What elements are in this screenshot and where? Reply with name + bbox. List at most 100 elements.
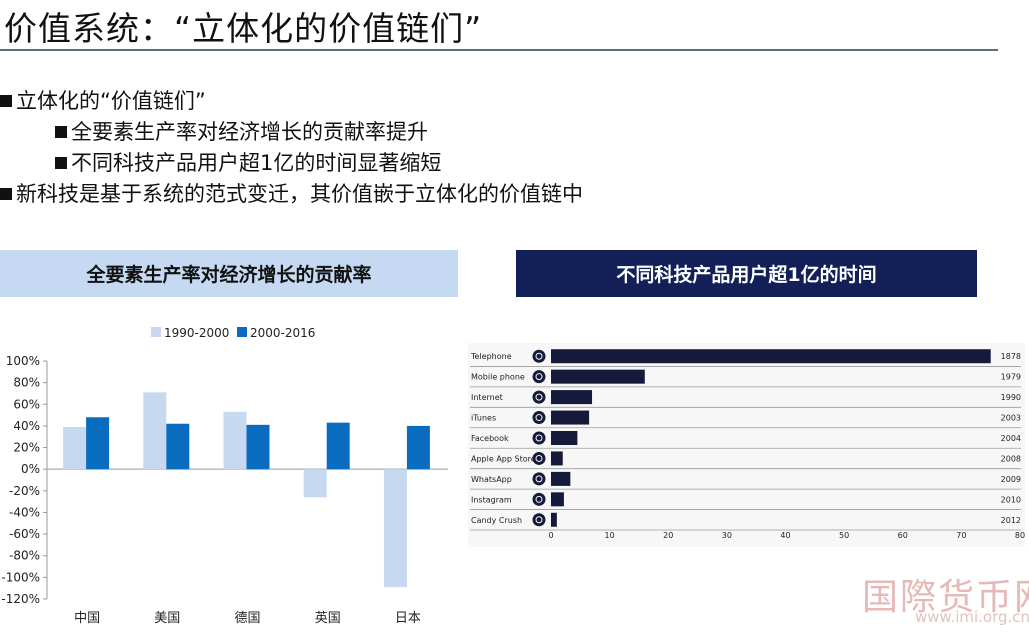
- bar-1990-2000: [223, 411, 247, 470]
- x-tick-label: 10: [605, 531, 615, 540]
- adoption-bar: [551, 492, 564, 507]
- legend-swatch: [151, 327, 161, 337]
- bar-2000-2016: [86, 417, 110, 470]
- y-tick-label: -100%: [1, 570, 40, 584]
- telephone-icon-glyph: [535, 352, 543, 360]
- facebook-icon-glyph: [535, 434, 543, 442]
- bullet-text: 全要素生产率对经济增长的贡献率提升: [71, 120, 428, 144]
- bar-2000-2016: [166, 423, 190, 470]
- adoption-bar: [551, 390, 593, 405]
- year-label: 2009: [1001, 475, 1021, 484]
- y-tick-label: -20%: [9, 484, 40, 498]
- x-tick-label: 20: [663, 531, 673, 540]
- category-label: WhatsApp: [471, 475, 512, 484]
- legend-label: 2000-2016: [250, 326, 315, 340]
- bullet-item: 新科技是基于系统的范式变迁，其价值嵌于立体化的价值链中: [0, 179, 583, 210]
- y-tick-label: 20%: [13, 441, 40, 455]
- legend-label: 1990-2000: [164, 326, 229, 340]
- square-bullet-icon: [0, 95, 12, 107]
- music-note-icon: [532, 411, 546, 425]
- x-category-label: 英国: [315, 611, 341, 626]
- y-tick-label: -40%: [9, 505, 40, 519]
- bullet-item: 全要素生产率对经济增长的贡献率提升: [0, 117, 583, 148]
- category-label: Telephone: [470, 352, 512, 361]
- whatsapp-icon: [532, 472, 546, 486]
- x-category-label: 中国: [74, 611, 100, 626]
- x-tick-label: 80: [1015, 531, 1025, 540]
- x-tick-label: 70: [956, 531, 966, 540]
- whatsapp-icon-glyph: [535, 475, 543, 483]
- y-tick-label: 80%: [13, 376, 40, 390]
- candy-crush-icon: [532, 513, 546, 527]
- x-tick-label: 60: [898, 531, 908, 540]
- right-chart-header: 不同科技产品用户超1亿的时间: [516, 250, 977, 297]
- x-category-label: 日本: [395, 611, 421, 626]
- x-tick-label: 40: [780, 531, 790, 540]
- y-tick-label: -60%: [9, 527, 40, 541]
- bullet-text: 新科技是基于系统的范式变迁，其价值嵌于立体化的价值链中: [16, 182, 583, 206]
- bar-2000-2016: [406, 425, 430, 470]
- bar-2000-2016: [246, 424, 270, 470]
- category-label: Mobile phone: [471, 373, 525, 382]
- year-label: 2003: [1001, 414, 1021, 423]
- telephone-icon: [532, 349, 546, 363]
- bullet-list: 立体化的“价值链们” 全要素生产率对经济增长的贡献率提升 不同科技产品用户超1亿…: [0, 86, 583, 210]
- square-bullet-icon: [0, 188, 12, 200]
- year-label: 2004: [1001, 434, 1021, 443]
- mobile-phone-icon: [532, 370, 546, 384]
- candy-crush-icon-glyph: [535, 516, 543, 524]
- instagram-icon: [532, 492, 546, 506]
- page-title: 价值系统：“立体化的价值链们”: [4, 9, 483, 48]
- bar-1990-2000: [143, 392, 167, 470]
- bar-1990-2000: [63, 426, 87, 470]
- y-tick-label: 100%: [6, 354, 40, 368]
- bullet-item: 立体化的“价值链们”: [0, 86, 583, 117]
- bullet-item: 不同科技产品用户超1亿的时间显著缩短: [0, 148, 583, 179]
- x-category-label: 美国: [154, 611, 180, 626]
- year-label: 1990: [1001, 393, 1021, 402]
- square-bullet-icon: [55, 157, 67, 169]
- adoption-bar: [551, 410, 590, 425]
- x-category-label: 德国: [234, 611, 260, 626]
- facebook-icon: [532, 431, 546, 445]
- category-label: iTunes: [471, 414, 496, 423]
- instagram-icon-glyph: [535, 495, 543, 503]
- adoption-bar: [551, 512, 557, 527]
- year-label: 2010: [1001, 495, 1021, 504]
- music-note-icon-glyph: [535, 414, 543, 422]
- globe-icon: [532, 390, 546, 404]
- title-divider: [0, 49, 998, 51]
- y-tick-label: 40%: [13, 419, 40, 433]
- adoption-bar: [551, 451, 563, 466]
- year-label: 1878: [1001, 352, 1021, 361]
- adoption-bar: [551, 431, 578, 445]
- square-bullet-icon: [55, 126, 67, 138]
- mobile-phone-icon-glyph: [535, 373, 543, 381]
- year-label: 2008: [1001, 454, 1021, 463]
- bar-2000-2016: [326, 422, 350, 470]
- bullet-text: 不同科技产品用户超1亿的时间显著缩短: [71, 151, 442, 175]
- bullet-text: 立体化的“价值链们”: [16, 89, 206, 113]
- year-label: 1979: [1001, 373, 1021, 382]
- app-store-icon: [532, 451, 546, 465]
- y-tick-label: 0%: [21, 462, 40, 476]
- bar-1990-2000: [383, 469, 407, 588]
- globe-icon-glyph: [535, 393, 543, 401]
- x-tick-label: 0: [548, 531, 553, 540]
- adoption-bar: [551, 349, 991, 364]
- legend-swatch: [237, 327, 247, 337]
- app-store-icon-glyph: [535, 454, 543, 462]
- y-tick-label: 60%: [13, 397, 40, 411]
- year-label: 2012: [1001, 516, 1021, 525]
- category-label: Internet: [471, 393, 503, 402]
- y-tick-label: -80%: [9, 549, 40, 563]
- watermark-logo: 国際货币网: [862, 577, 1029, 618]
- watermark-url: www.imi.org.cn: [915, 608, 1029, 626]
- category-label: Instagram: [471, 495, 512, 504]
- category-label: Apple App Store: [471, 454, 536, 463]
- x-tick-label: 50: [839, 531, 849, 540]
- y-tick-label: -120%: [1, 592, 40, 606]
- adoption-bar: [551, 471, 571, 486]
